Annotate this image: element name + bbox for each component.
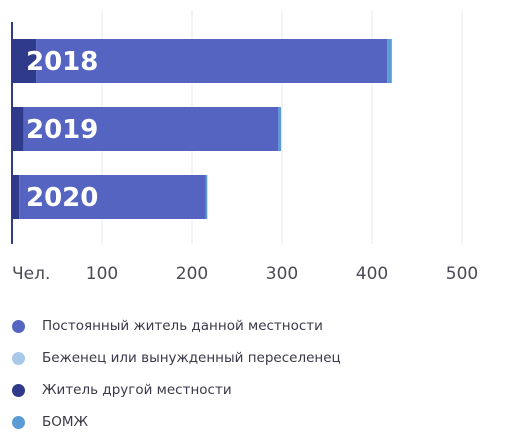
bar-segment — [19, 175, 206, 219]
x-tick-label: Чел. — [12, 264, 50, 284]
bar-category-label: 2019 — [26, 115, 98, 145]
bars-group — [12, 39, 392, 219]
bar-category-label: 2020 — [26, 183, 98, 213]
bar-segment — [36, 39, 388, 83]
x-tick-label: 400 — [356, 264, 388, 284]
legend-swatch — [12, 319, 25, 333]
legend-swatch — [12, 383, 25, 397]
legend-item: БОМЖ — [12, 406, 341, 438]
bar-segment — [278, 107, 282, 151]
legend-label: Житель другой местности — [42, 382, 232, 398]
bar-segment — [12, 39, 37, 83]
x-axis-ticks: Чел. 100 200 300 400 500 — [12, 264, 478, 284]
legend-item: Постоянный житель данной местности — [12, 310, 341, 342]
legend-label: Беженец или вынужденный переселенец — [42, 350, 341, 366]
x-tick-label: 200 — [176, 264, 208, 284]
legend-item: Житель другой местности — [12, 374, 341, 406]
x-tick-label: 500 — [446, 264, 478, 284]
bar-segment — [23, 107, 279, 151]
bar-segment — [12, 107, 24, 151]
bar-segment — [12, 175, 20, 219]
bar-labels: 2018 2019 2020 — [26, 47, 98, 213]
legend-item: Беженец или вынужденный переселенец — [12, 342, 341, 374]
legend-label: БОМЖ — [42, 414, 89, 430]
bar-chart: 2018 2019 2020 Чел. 100 200 300 400 500 — [11, 10, 478, 284]
legend-swatch — [12, 415, 25, 429]
legend: Постоянный житель данной местности Бежен… — [12, 310, 341, 438]
bar-segment — [387, 39, 392, 83]
bar-category-label: 2018 — [26, 47, 98, 77]
bar-segment — [205, 175, 208, 219]
legend-swatch — [12, 351, 25, 365]
legend-label: Постоянный житель данной местности — [42, 318, 323, 334]
x-tick-label: 300 — [266, 264, 298, 284]
x-tick-label: 100 — [86, 264, 118, 284]
